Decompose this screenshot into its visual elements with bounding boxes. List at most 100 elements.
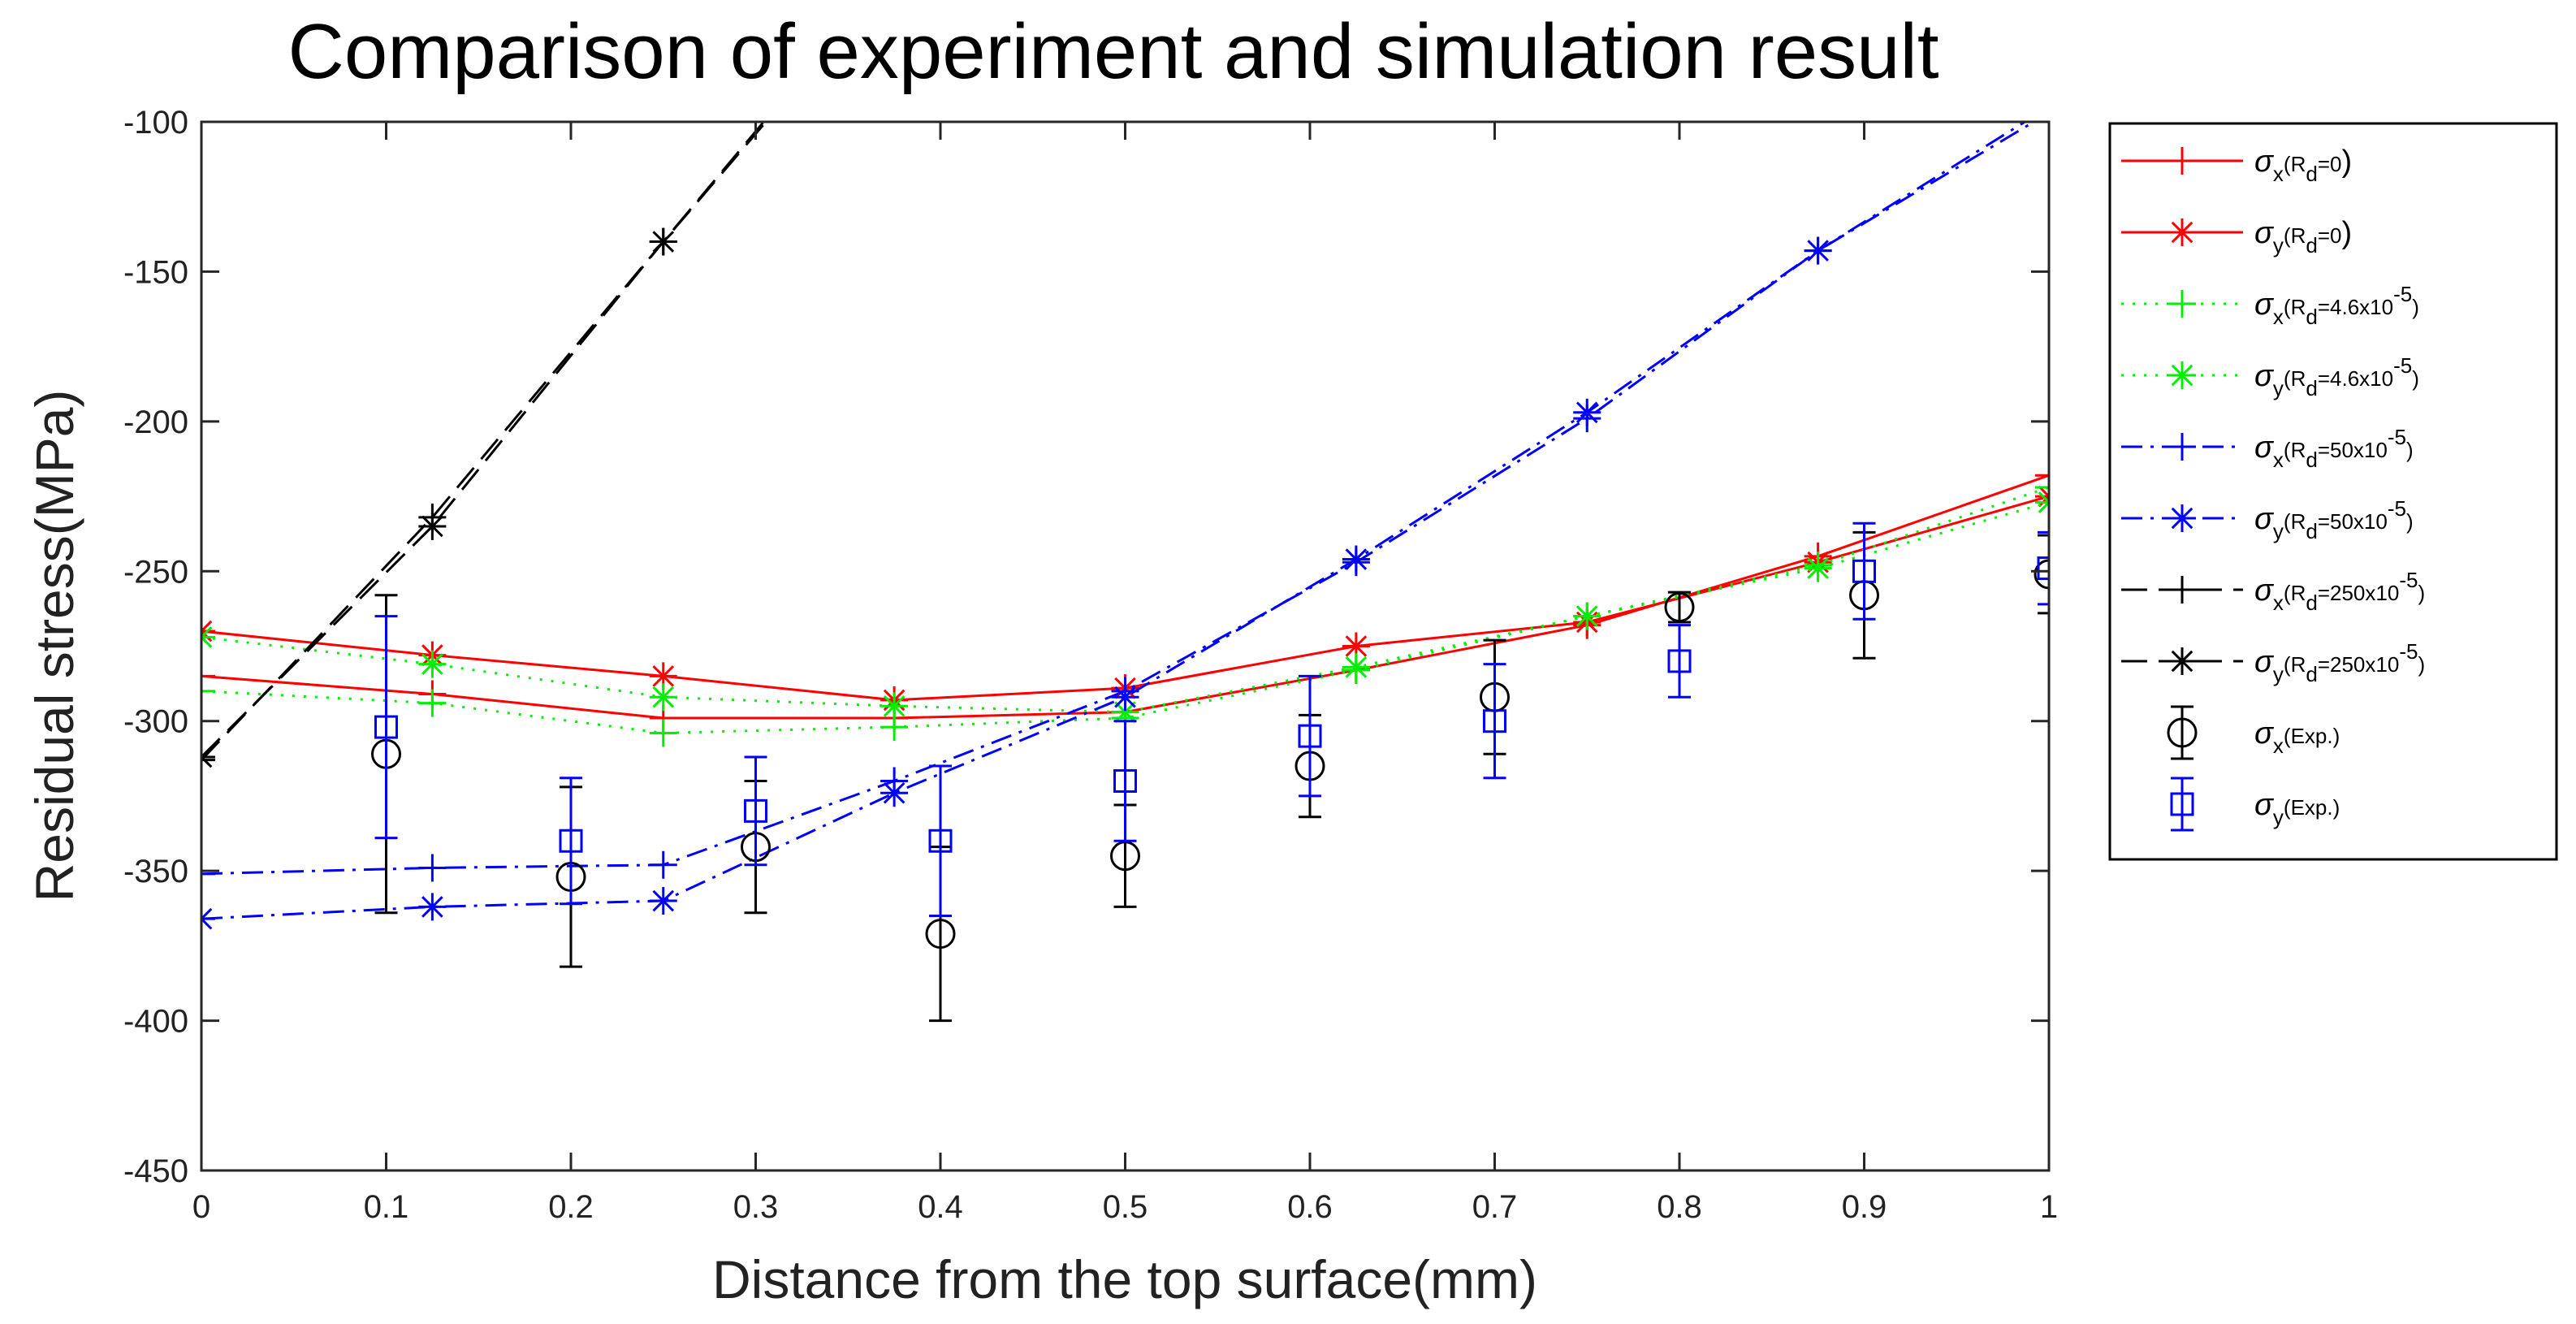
series-point: [1804, 554, 1832, 582]
series-point: [880, 779, 909, 807]
marker-stroke: [2171, 507, 2193, 530]
legend-label: σx(Rd=250x10-5): [2254, 568, 2425, 615]
experiment-point: [374, 715, 398, 739]
x-tick-label: 0.9: [1842, 1189, 1887, 1225]
experiment-point: [2037, 556, 2049, 581]
x-axis: 0 0.1 0.2 0.3 0.4 0.5 0.6 0.7 0.8 0.9 1: [192, 122, 2058, 1225]
legend-swatch-marker: [2168, 433, 2196, 461]
series-point: [418, 854, 447, 882]
legend-swatch-marker: [2167, 717, 2198, 748]
experiment-point: [1664, 592, 1695, 623]
experiment-point: [559, 829, 583, 853]
marker-stroke: [652, 889, 675, 912]
legend-label-part: ): [2406, 438, 2414, 462]
marker-stroke: [1345, 656, 1368, 678]
legend-label-part: =4.6x10: [2318, 366, 2393, 391]
series-point: [201, 623, 215, 651]
legend-label: σy(Rd=4.6x10-5): [2254, 353, 2419, 400]
series-point: [1573, 398, 1601, 426]
legend-label-part: y: [2273, 805, 2284, 829]
legend-item: σx(Rd=250x10-5): [2121, 568, 2425, 615]
legend-label-part: σ: [2254, 573, 2275, 608]
marker-stroke: [652, 665, 675, 687]
marker-stroke: [421, 896, 443, 918]
legend-item: σx(Rd=50x10-5): [2121, 425, 2414, 472]
legend-label-part: σ: [2254, 788, 2275, 822]
legend-label: σx(Rd=50x10-5): [2254, 425, 2414, 472]
x-tick-label: 0.5: [1103, 1189, 1148, 1225]
y-tick-label: -100: [123, 105, 188, 141]
marker-shape: [1483, 709, 1506, 733]
legend-label-part: σ: [2254, 716, 2275, 751]
x-axis-label: Distance from the top surface(mm): [712, 1249, 1537, 1309]
series-point: [418, 650, 447, 678]
legend-label-part: (R: [2284, 295, 2306, 319]
series-point: [2035, 461, 2049, 490]
marker-stroke: [421, 653, 443, 675]
series-point: [201, 742, 215, 771]
legend-label-part: ): [2412, 366, 2419, 391]
marker-shape: [559, 829, 583, 853]
x-tick-label: 1: [2040, 1189, 2058, 1225]
experiment-point: [1483, 709, 1506, 733]
series-point: [2035, 474, 2049, 502]
series-point: [201, 677, 215, 705]
series-point: [1111, 683, 1139, 712]
marker-stroke: [883, 694, 905, 717]
x-tick-label: 0.1: [364, 1189, 409, 1225]
y-tick-label: -300: [123, 704, 188, 740]
series-3: [201, 488, 2049, 726]
legend-label-part: (R: [2284, 509, 2306, 534]
legend-label-part: =0: [2318, 223, 2342, 248]
legend-item: σy(Rd=250x10-5): [2121, 639, 2425, 686]
series-point: [649, 850, 677, 879]
marker-stroke: [201, 917, 213, 930]
legend-label-part: σ: [2254, 359, 2275, 393]
legend-swatch-marker: [2168, 147, 2196, 175]
series-point: [201, 905, 215, 933]
y-tick-label: -250: [123, 554, 188, 590]
legend-item: σx(Rd=4.6x10-5): [2121, 282, 2419, 329]
marker-stroke: [2038, 491, 2049, 504]
marker-stroke: [2039, 97, 2059, 116]
series-point: [418, 689, 447, 717]
legend-item: σx(Exp.): [2167, 705, 2340, 760]
legend-item: σy(Exp.): [2170, 777, 2340, 832]
legend-label-part: y: [2273, 519, 2284, 543]
plot-area: [201, 122, 2049, 1170]
legend-label-part: (Exp.): [2284, 724, 2340, 748]
legend-label-part: -5: [2388, 425, 2406, 449]
marker-stroke: [201, 626, 213, 639]
series-point: [1342, 545, 1370, 573]
legend-label-part: (R: [2284, 581, 2306, 605]
marker-shape: [2034, 559, 2049, 590]
legend-label-part: x: [2273, 162, 2284, 186]
legend-label-part: -5: [2399, 568, 2418, 592]
legend-label: σy(Rd=0): [2254, 216, 2352, 257]
series-point: [201, 662, 215, 690]
marker-stroke: [1575, 401, 1598, 424]
legend-label-part: σ: [2254, 145, 2275, 179]
legend-label-part: -5: [2393, 282, 2412, 306]
legend-label-part: ): [2406, 509, 2414, 534]
marker-stroke: [2171, 364, 2193, 387]
marker-stroke: [652, 231, 675, 253]
legend-swatch-marker: [2168, 576, 2196, 604]
marker-shape: [1113, 768, 1137, 793]
legend-label-part: (Exp.): [2284, 795, 2340, 820]
series-point: [649, 227, 677, 256]
y-tick-label: -350: [123, 854, 188, 889]
marker-stroke: [1807, 557, 1829, 579]
chart-title: Comparison of experiment and simulation …: [288, 8, 1939, 95]
legend-label-part: (R: [2284, 438, 2306, 462]
marker-stroke: [1345, 635, 1368, 657]
marker-shape: [1298, 724, 1322, 748]
series-point: [201, 859, 215, 888]
experiment-point: [1852, 559, 1876, 583]
marker-stroke: [883, 781, 905, 804]
x-tick-label: 0.2: [548, 1189, 594, 1225]
y-tick-label: -150: [123, 254, 188, 290]
marker-stroke: [201, 746, 213, 759]
marker-shape: [2170, 792, 2194, 816]
